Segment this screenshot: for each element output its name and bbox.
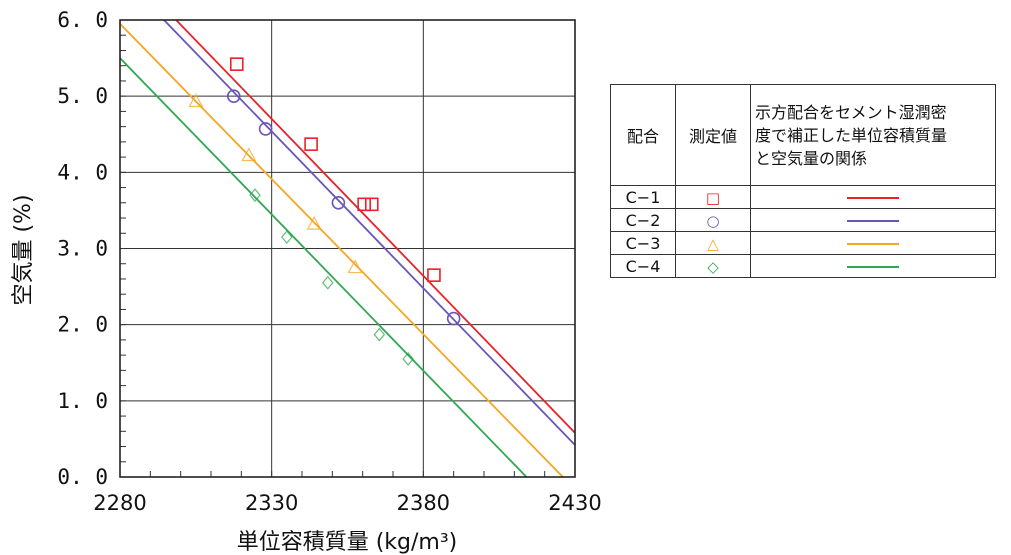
legend-row: C−3 △: [610, 231, 996, 255]
data-point: [306, 215, 322, 230]
data-point: [427, 268, 441, 282]
y-tick-label: 3. 0: [57, 237, 108, 261]
legend-header-measured: 測定値: [675, 84, 751, 186]
y-tick-label: 1. 0: [57, 389, 108, 413]
data-point: [304, 137, 318, 151]
triangle-marker-icon: △: [707, 234, 719, 253]
data-point: [357, 197, 371, 212]
data-point: [347, 259, 363, 274]
data-point: [188, 93, 204, 108]
legend-header-row: 配合 測定値 示方配合をセメント湿潤密 度で補正した単位容積質量 と空気量の関係: [610, 84, 996, 186]
y-axis-label: 空気量 (%): [11, 194, 36, 305]
legend-row-symbol: △: [675, 231, 751, 255]
legend-row: C−1 □: [610, 185, 996, 209]
data-point: [364, 197, 379, 212]
legend-header-description: 示方配合をセメント湿潤密 度で補正した単位容積質量 と空気量の関係: [750, 84, 996, 186]
data-point: [229, 57, 244, 71]
data-point: [226, 89, 241, 103]
data-point: [258, 122, 273, 136]
fit-line: [119, 23, 564, 478]
tick-labels: 2280 2330 2380 2430 0. 0 1. 0 2. 0 3. 0 4. 0 5. 0…: [57, 8, 601, 515]
square-marker-icon: □: [705, 188, 721, 207]
x-tick-label: 2430: [548, 491, 601, 515]
y-tick-label: 0. 0: [57, 465, 108, 489]
legend-row-symbol: □: [675, 185, 751, 209]
legend-row-label: C−2: [610, 208, 676, 232]
x-tick-label: 2380: [397, 491, 450, 515]
legend-row-symbol: ○: [675, 208, 751, 232]
line-sample: [847, 243, 899, 245]
legend-row: C−4 ◇: [610, 254, 996, 278]
legend-table: 配合 測定値 示方配合をセメント湿潤密 度で補正した単位容積質量 と空気量の関係…: [610, 84, 996, 278]
line-sample: [847, 220, 899, 222]
data-point: [281, 230, 293, 245]
y-tick-label: 2. 0: [57, 313, 108, 337]
line-sample: [847, 266, 899, 268]
data-points: [188, 57, 461, 366]
circle-marker-icon: ○: [706, 211, 720, 230]
data-point: [241, 147, 257, 162]
legend-row-line: [750, 231, 996, 255]
legend-row-line: [750, 208, 996, 232]
fit-line: [175, 19, 576, 434]
legend-desc-line: 度で補正した単位容積質量: [755, 125, 948, 145]
grid-lines: [120, 20, 575, 477]
legend-desc-line: 示方配合をセメント湿潤密: [755, 102, 947, 122]
legend-row-label: C−1: [610, 185, 676, 209]
data-point: [373, 327, 386, 342]
legend-row: C−2 ○: [610, 208, 996, 232]
plot-frame: [119, 19, 576, 478]
data-point: [402, 352, 414, 366]
data-point: [322, 275, 334, 290]
diamond-marker-icon: ◇: [707, 257, 719, 276]
line-sample: [847, 197, 899, 199]
y-tick-label: 5. 0: [57, 84, 108, 108]
fit-line: [119, 57, 528, 478]
legend-row-line: [750, 185, 996, 209]
y-tick-label: 6. 0: [57, 8, 108, 32]
y-tick-label: 4. 0: [57, 160, 108, 184]
legend-row-line: [750, 254, 996, 278]
x-axis-label: 単位容積質量 (kg/m³): [237, 530, 458, 555]
legend-header-config: 配合: [610, 84, 676, 186]
legend-desc-line: と空気量の関係: [755, 148, 868, 168]
legend-row-label: C−4: [610, 254, 676, 278]
x-tick-label: 2330: [245, 491, 298, 515]
data-point: [249, 188, 261, 203]
legend-row-label: C−3: [610, 231, 676, 255]
data-point: [446, 311, 461, 326]
x-tick-label: 2280: [93, 491, 146, 515]
data-point: [331, 196, 346, 210]
fit-line: [163, 19, 576, 446]
legend-row-symbol: ◇: [675, 254, 751, 278]
